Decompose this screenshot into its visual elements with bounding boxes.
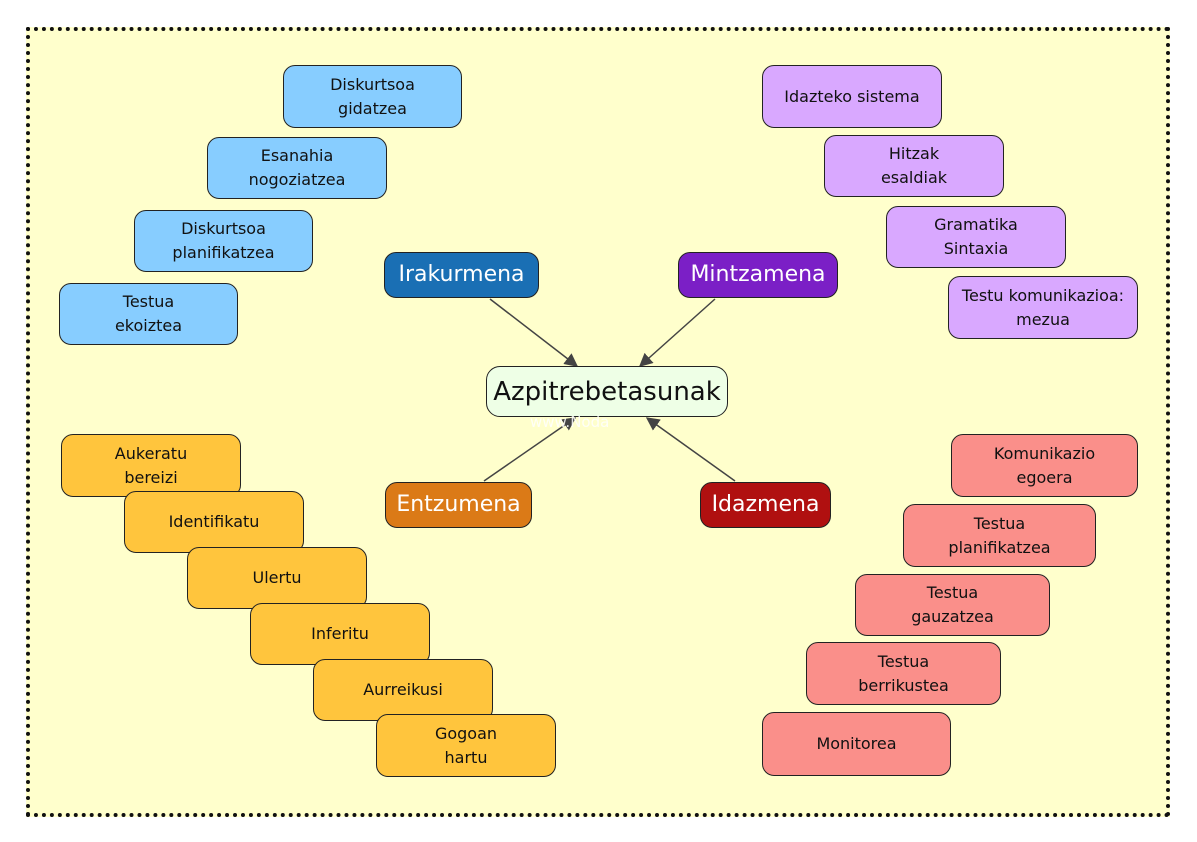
yellow-box-1: Aukeratu bereizi <box>61 434 241 497</box>
yellow-box-2: Identifikatu <box>124 491 304 553</box>
arrow-mintzamena-to-center <box>638 298 716 367</box>
blue-box-2: Esanahia nogoziatzea <box>207 137 387 199</box>
entzumena-node: Entzumena <box>385 482 532 528</box>
blue-box-1: Diskurtsoa gidatzea <box>283 65 462 128</box>
purple-box-3: Gramatika Sintaxia <box>886 206 1066 268</box>
irakurmena-node: Irakurmena <box>384 252 539 298</box>
idazmena-node: Idazmena <box>700 482 831 528</box>
yellow-box-3: Ulertu <box>187 547 367 609</box>
purple-box-1: Idazteko sistema <box>762 65 942 128</box>
center-node: Azpitrebetasunak <box>486 366 728 417</box>
red-box-5: Monitorea <box>762 712 951 776</box>
purple-box-4: Testu komunikazioa: mezua <box>948 276 1138 339</box>
red-box-3: Testua gauzatzea <box>855 574 1050 636</box>
red-box-1: Komunikazio egoera <box>951 434 1138 497</box>
yellow-box-5: Aurreikusi <box>313 659 493 721</box>
arrow-idazmena-to-center <box>645 417 736 482</box>
yellow-box-6: Gogoan hartu <box>376 714 556 777</box>
red-box-4: Testua berrikustea <box>806 642 1001 705</box>
arrow-irakurmena-to-center <box>489 298 579 367</box>
watermark-text: www.Noda <box>530 413 610 431</box>
arrow-entzumena-to-center <box>483 417 577 482</box>
purple-box-2: Hitzak esaldiak <box>824 135 1004 197</box>
red-box-2: Testua planifikatzea <box>903 504 1096 567</box>
blue-box-3: Diskurtsoa planifikatzea <box>134 210 313 272</box>
mintzamena-node: Mintzamena <box>678 252 838 298</box>
yellow-box-4: Inferitu <box>250 603 430 665</box>
blue-box-4: Testua ekoiztea <box>59 283 238 345</box>
